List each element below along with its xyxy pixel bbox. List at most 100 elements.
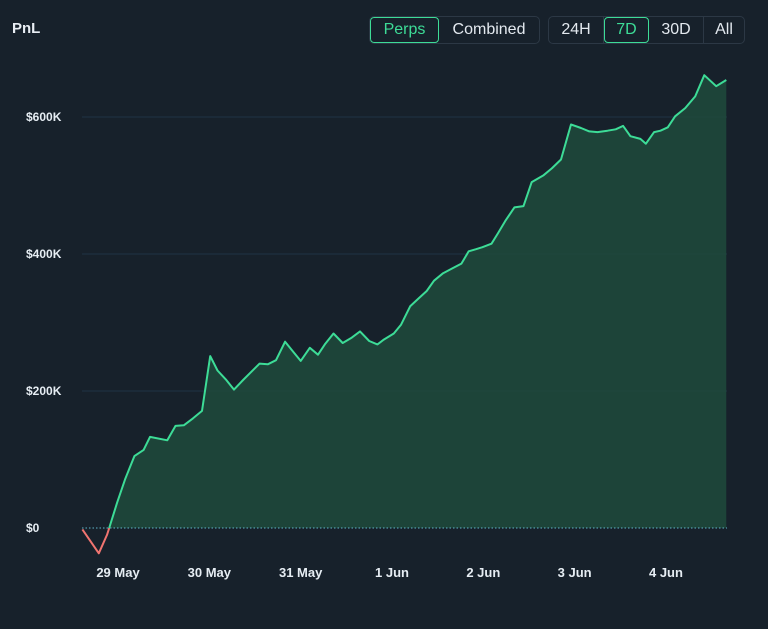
data-point [383,339,385,341]
data-point [124,478,126,480]
data-point [259,363,261,365]
data-point [400,324,402,326]
data-point [580,127,582,129]
range-7d-tab[interactable]: 7D [604,17,649,43]
data-point [324,343,326,345]
data-point [460,263,462,265]
data-point [588,130,590,132]
data-point [292,351,294,353]
data-point [225,378,227,380]
range-24h-tab[interactable]: 24H [549,17,604,43]
data-point [192,417,194,419]
data-point [300,360,302,362]
x-tick-label: 31 May [279,565,323,580]
view-toggle: Perps Combined [369,16,540,44]
data-point [645,143,647,145]
y-tick-label: $600K [26,110,62,124]
x-tick-label: 4 Jun [649,565,683,580]
data-point [684,107,686,109]
range-all-tab[interactable]: All [715,21,733,38]
data-point [513,206,515,208]
perps-tab[interactable]: Perps [370,17,439,43]
data-point [497,232,499,234]
data-point [351,337,353,339]
data-point [175,425,177,427]
data-point [674,115,676,117]
data-point [615,128,617,130]
data-point [201,410,203,412]
data-point [209,355,211,357]
data-point [376,343,378,345]
data-point [81,528,83,530]
data-point [725,79,727,81]
data-point [133,455,135,457]
data-point [694,95,696,97]
data-point [284,341,286,343]
data-point [149,436,151,438]
data-point [143,449,145,451]
data-point [442,272,444,274]
data-point [418,298,420,300]
combined-tab[interactable]: Combined [452,21,526,38]
data-point [660,130,662,132]
data-point [106,534,108,536]
data-point [393,333,395,335]
data-point [217,370,219,372]
data-point [622,125,624,127]
x-tick-label: 1 Jun [375,565,409,580]
chart-title: PnL [12,20,41,37]
data-point [166,439,168,441]
data-point [275,359,277,361]
data-point [98,552,100,554]
data-point [116,502,118,504]
pnl-line-negative [81,527,111,555]
data-point [342,342,344,344]
data-point [233,389,235,391]
data-point [491,243,493,245]
data-point [504,220,506,222]
x-tick-label: 29 May [96,565,140,580]
pnl-line-positive [108,74,727,529]
data-point [267,363,269,365]
data-point [715,85,717,87]
data-point [667,126,669,128]
x-tick-label: 30 May [188,565,232,580]
data-point [570,124,572,126]
data-point [551,167,553,169]
data-point [250,371,252,373]
range-30d-tab[interactable]: 30D [649,17,704,43]
data-point [368,340,370,342]
data-point [309,347,311,349]
data-point [426,290,428,292]
data-point [468,250,470,252]
data-point [560,159,562,161]
x-tick-label: 3 Jun [558,565,592,580]
data-point [333,333,335,335]
data-point [597,131,599,133]
data-point [653,131,655,133]
data-point [607,130,609,132]
y-tick-label: $200K [26,384,62,398]
data-point [639,138,641,140]
data-point [543,174,545,176]
pnl-area [109,75,727,528]
data-point [523,205,525,207]
x-tick-label: 2 Jun [466,565,500,580]
data-point [317,354,319,356]
data-point [531,181,533,183]
data-point [629,135,631,137]
data-point [242,379,244,381]
y-tick-label: $0 [26,521,40,535]
data-point [433,280,435,282]
data-point [703,74,705,76]
range-toggle: 24H 7D 30D All [548,16,745,44]
data-point [409,305,411,307]
data-point [359,330,361,332]
data-point [183,424,185,426]
data-point [475,248,477,250]
data-point [451,267,453,269]
data-point [481,246,483,248]
y-tick-label: $400K [26,247,62,261]
